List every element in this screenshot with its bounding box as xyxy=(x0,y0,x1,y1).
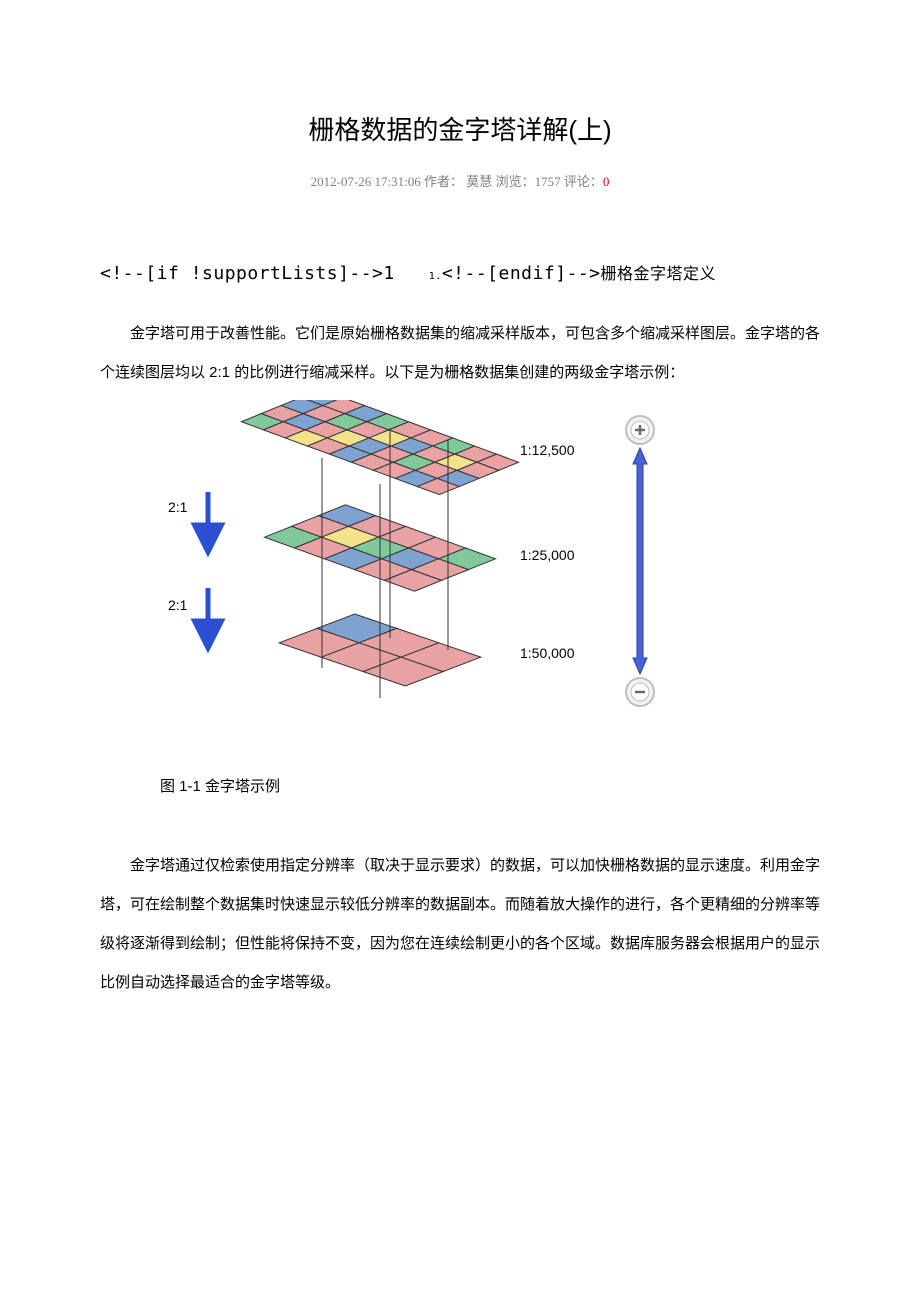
meta-datetime: 2012-07-26 17:31:06 xyxy=(311,174,421,189)
meta-comments-label: 评论： xyxy=(564,174,603,189)
page-title: 栅格数据的金字塔详解(上) xyxy=(100,110,820,147)
meta-comments: 0 xyxy=(603,174,610,189)
list-prefix: <!--[if !supportLists]-->1 xyxy=(100,263,395,284)
zoom-out-icon xyxy=(626,678,654,706)
meta-author: 莫慧 xyxy=(463,174,492,189)
list-suffix: <!--[endif]--> xyxy=(442,263,601,284)
ratio-label-1: 2:1 xyxy=(168,499,188,515)
section-heading-cn: 栅格金字塔定义 xyxy=(601,266,717,283)
paragraph-1: 金字塔可用于改善性能。它们是原始栅格数据集的缩减采样版本，可包含多个缩减采样图层… xyxy=(100,314,820,392)
paragraph-2: 金字塔通过仅检索使用指定分辨率（取决于显示要求）的数据，可以加快栅格数据的显示速… xyxy=(100,846,820,1002)
zoom-in-icon xyxy=(626,416,654,444)
figure-caption: 图 1-1 金字塔示例 xyxy=(160,775,820,796)
scale-bot: 1:50,000 xyxy=(520,645,575,661)
zoom-range-arrow xyxy=(633,448,647,674)
scale-mid: 1:25,000 xyxy=(520,547,575,563)
meta-author-label: 作者： xyxy=(424,174,463,189)
ratio-label-2: 2:1 xyxy=(168,597,188,613)
scale-top: 1:12,500 xyxy=(520,442,575,458)
list-sub: 1. xyxy=(429,271,442,282)
meta-line: 2012-07-26 17:31:06 作者： 莫慧 浏览：1757 评论：0 xyxy=(100,171,820,190)
pyramid-figure: 2:1 2:1 1:12,500 1:25,000 1:50,000 xyxy=(150,400,820,735)
meta-views-label: 浏览： xyxy=(496,174,535,189)
meta-views: 1757 xyxy=(535,174,561,189)
section-heading: <!--[if !supportLists]-->1 1.<!--[endif]… xyxy=(100,260,820,284)
